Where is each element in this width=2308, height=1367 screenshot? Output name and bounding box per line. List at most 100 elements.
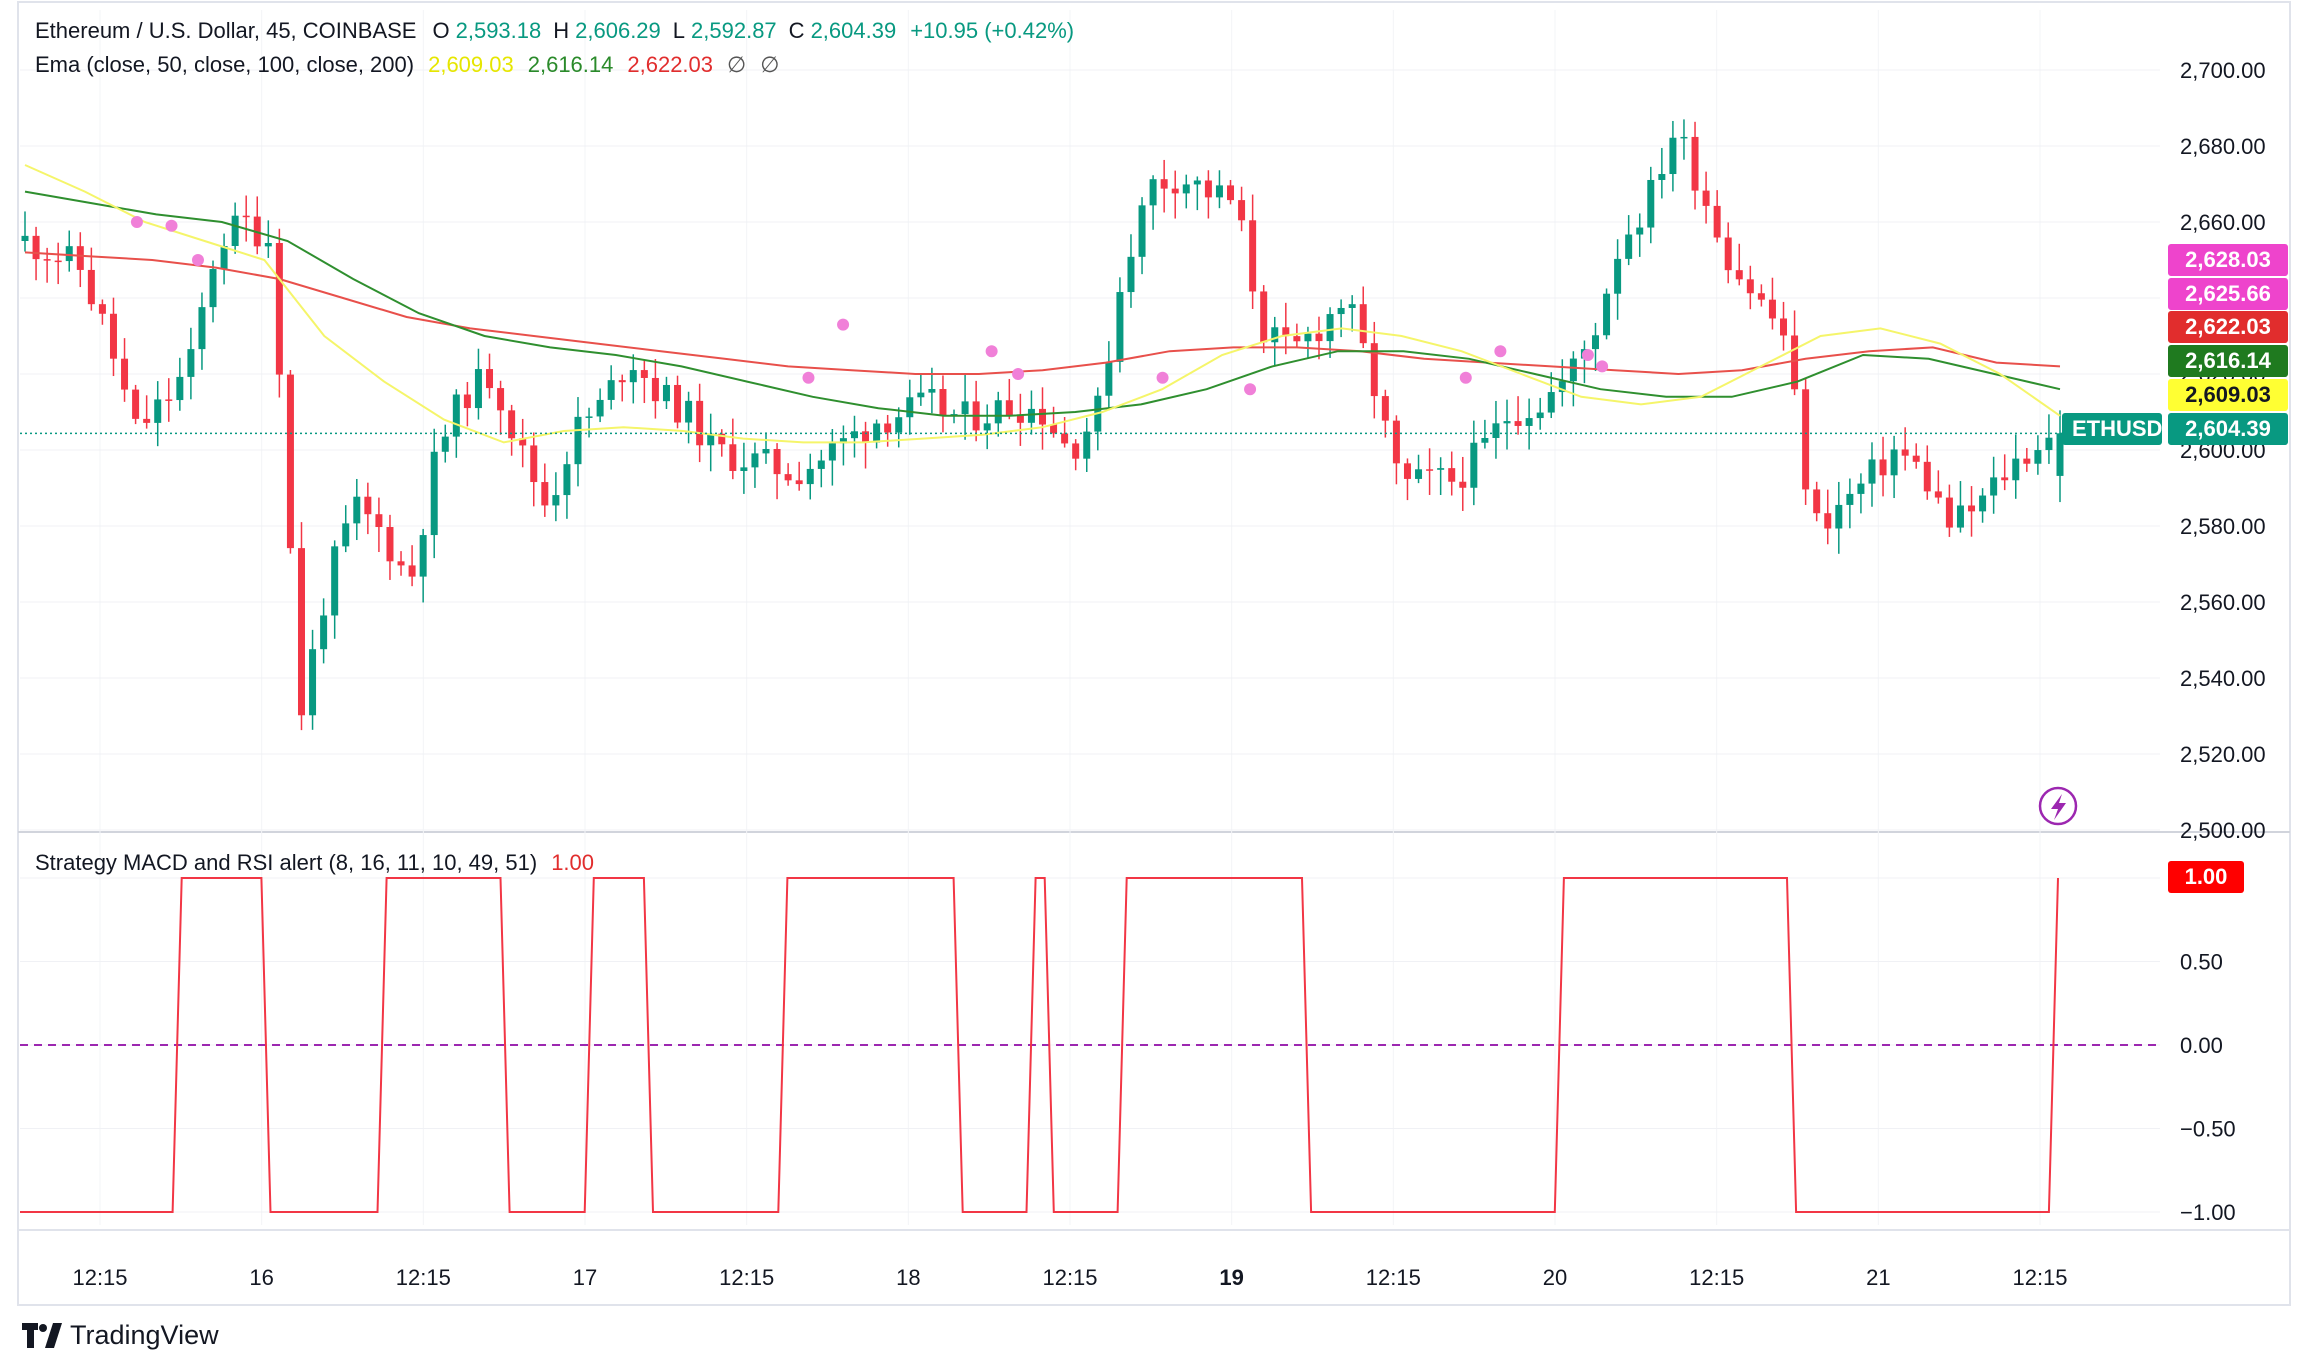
candle-body	[154, 399, 162, 423]
ema200-line	[24, 251, 2061, 376]
candle-body	[1215, 185, 1223, 198]
y-tick-label: 2,580.00	[2180, 514, 2266, 539]
candle-body	[87, 269, 95, 305]
x-tick-label: 20	[1543, 1265, 1567, 1290]
osc-tick-label: −1.00	[2180, 1200, 2236, 1225]
lightning-icon	[2038, 786, 2078, 826]
candle-body	[607, 380, 615, 400]
price-tag: 2,609.03	[2168, 379, 2288, 411]
osc-value-tag: 1.00	[2168, 861, 2244, 893]
x-tick-label: 12:15	[396, 1265, 451, 1290]
candle-body	[43, 259, 51, 261]
signal-marker	[802, 371, 815, 384]
candle-body	[1658, 174, 1666, 180]
low-value: 2,592.87	[691, 18, 777, 43]
signal-marker	[1156, 371, 1169, 384]
candle-body	[1105, 361, 1113, 396]
candle-body	[2001, 477, 2009, 481]
ema100-value: 2,616.14	[527, 52, 614, 77]
candle-body	[1050, 424, 1058, 434]
candle-body	[198, 307, 206, 350]
candle-body	[286, 374, 294, 549]
candle-body	[1415, 469, 1423, 479]
ema-legend[interactable]: Ema (close, 50, close, 100, close, 200) …	[35, 52, 779, 78]
symbol-title[interactable]: Ethereum / U.S. Dollar, 45, COINBASE	[35, 18, 417, 43]
candle-body	[696, 400, 704, 446]
candle-body	[1912, 455, 1920, 462]
candle-body	[1138, 205, 1146, 257]
x-tick-label: 19	[1219, 1265, 1243, 1290]
candle-body	[54, 260, 62, 263]
candle-body	[1680, 136, 1688, 139]
candle-body	[1536, 412, 1544, 419]
low-label: L	[672, 18, 686, 43]
y-tick-label: 2,660.00	[2180, 210, 2266, 235]
candle-body	[1304, 333, 1312, 342]
candle-body	[1514, 421, 1522, 426]
candle-body	[1282, 327, 1290, 337]
candle-body	[1735, 270, 1743, 280]
candle-body	[817, 460, 825, 469]
candle-body	[1027, 408, 1035, 423]
candle-body	[1525, 418, 1533, 426]
candle-body	[1979, 495, 1987, 512]
candle-body	[906, 397, 914, 418]
brand[interactable]: TradingView	[22, 1320, 219, 1351]
candle-body	[1569, 358, 1577, 382]
candle-body	[1260, 291, 1268, 343]
candle-body	[1426, 469, 1434, 471]
x-tick-label: 16	[249, 1265, 273, 1290]
price-tag: 2,622.03	[2168, 311, 2288, 343]
candle-body	[1348, 304, 1356, 308]
candle-body	[685, 400, 693, 423]
candle-body	[1846, 493, 1854, 505]
signal-marker	[1012, 368, 1025, 380]
candle-body	[1492, 423, 1500, 438]
candle-body	[519, 438, 527, 446]
x-tick-label: 21	[1866, 1265, 1890, 1290]
signal-marker	[1244, 383, 1257, 396]
candle-body	[1857, 483, 1865, 494]
candle-body	[1879, 459, 1887, 476]
candle-body	[574, 416, 582, 465]
candle-body	[917, 392, 925, 398]
candle-body	[1968, 505, 1976, 512]
candle-body	[264, 242, 272, 247]
candle-body	[1824, 513, 1832, 529]
candle-body	[1392, 420, 1400, 464]
candle-body	[98, 304, 106, 314]
candle-body	[397, 561, 405, 566]
candle-body	[1403, 463, 1411, 479]
candle-body	[430, 451, 438, 536]
candle-body	[1160, 179, 1168, 189]
signal-marker	[130, 216, 143, 228]
candle-body	[651, 377, 659, 402]
candle-body	[1713, 205, 1721, 238]
candle-body	[795, 480, 803, 485]
candle-body	[1127, 256, 1135, 293]
candle-body	[1746, 279, 1754, 294]
ema100-line	[24, 190, 2061, 417]
candle-body	[364, 496, 372, 515]
candle-body	[132, 389, 140, 419]
candle-body	[486, 369, 494, 389]
candle-body	[751, 453, 759, 468]
candle-body	[629, 370, 637, 383]
candle-body	[718, 433, 726, 445]
price-tag: 2,625.66	[2168, 278, 2288, 310]
candle-body	[2023, 458, 2031, 464]
strategy-legend[interactable]: Strategy MACD and RSI alert (8, 16, 11, …	[35, 850, 594, 876]
candle-body	[828, 443, 836, 461]
candle-body	[1547, 392, 1555, 413]
candle-body	[1116, 292, 1124, 362]
candle-body	[1603, 293, 1611, 336]
candle-body	[1359, 304, 1367, 344]
candle-body	[961, 401, 969, 415]
candle-body	[32, 235, 40, 260]
strategy-value: 1.00	[551, 850, 595, 875]
candle-body	[740, 467, 748, 471]
x-tick-label: 12:15	[1689, 1265, 1744, 1290]
candle-body	[585, 416, 593, 418]
candle-body	[1934, 491, 1942, 498]
